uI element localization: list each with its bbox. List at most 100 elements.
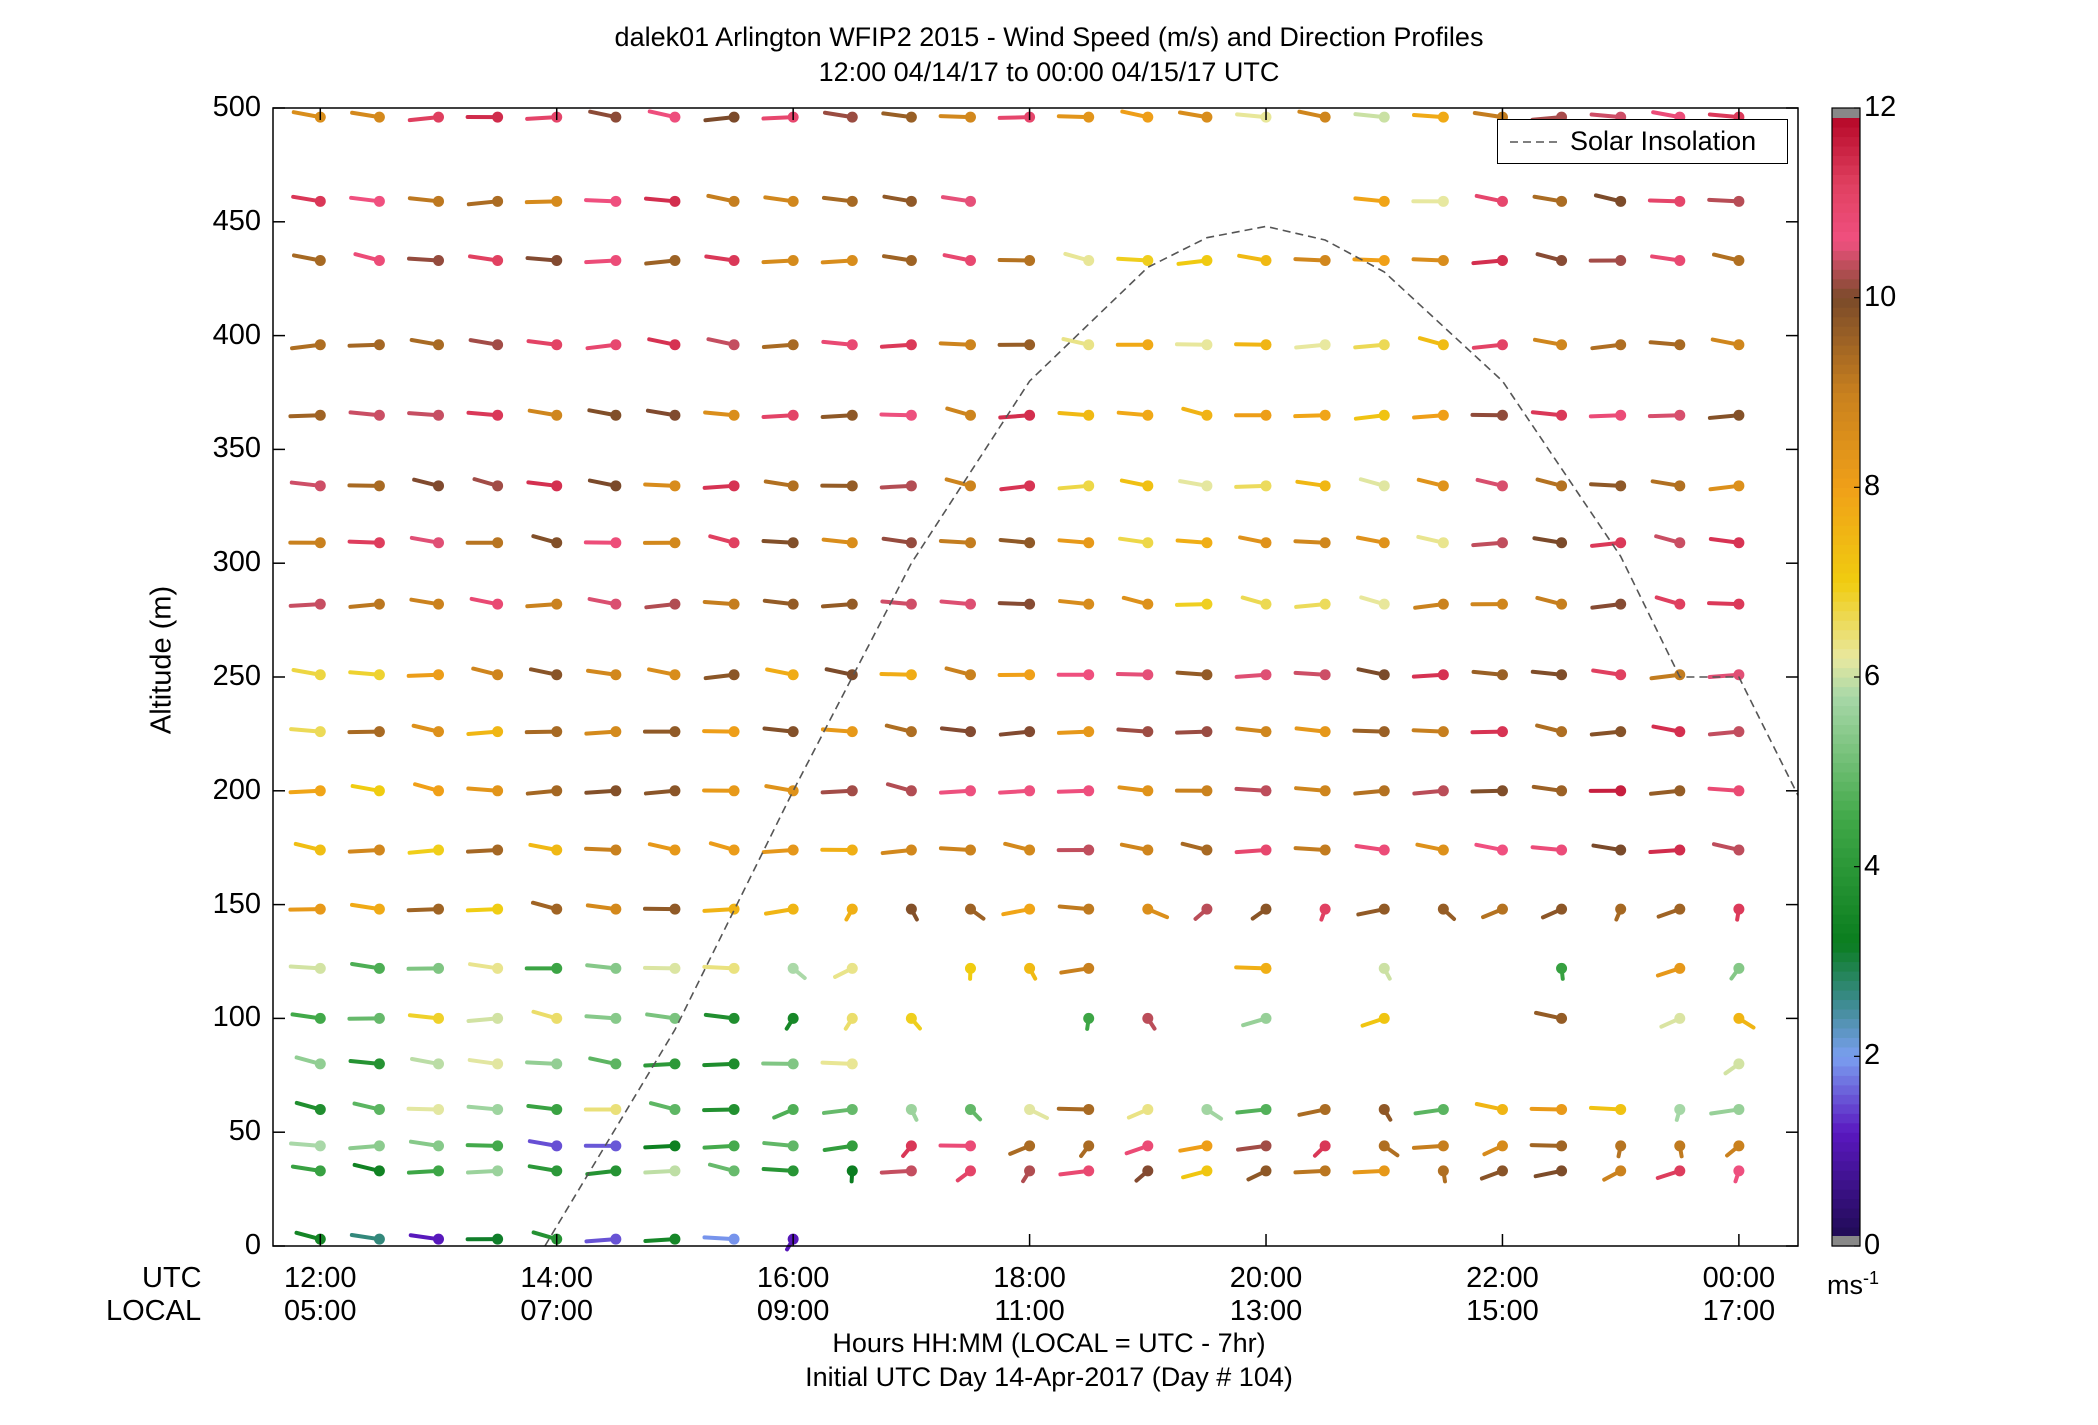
- wind-barb-dot: [1437, 480, 1449, 492]
- legend-label: Solar Insolation: [1570, 126, 1757, 156]
- wind-barb-dot: [1319, 409, 1331, 421]
- y-tick-label: 300: [212, 546, 261, 579]
- wind-barb-dot: [1674, 844, 1686, 856]
- wind-barb-dot: [964, 111, 976, 123]
- wind-barb-dot: [1437, 195, 1449, 207]
- wind-barb-dot: [1378, 1103, 1390, 1115]
- colorbar-segment: [1832, 1227, 1860, 1238]
- wind-barb-dot: [610, 785, 622, 797]
- wind-barb-dot: [1024, 962, 1036, 974]
- wind-barb-dot: [1556, 785, 1568, 797]
- wind-barb-dot: [728, 726, 740, 738]
- wind-barb-dot: [1319, 903, 1331, 915]
- wind-barb-dot: [905, 537, 917, 549]
- wind-barb-dot: [1674, 409, 1686, 421]
- wind-barb-dot: [669, 1012, 681, 1024]
- wind-barb-dot: [1378, 1012, 1390, 1024]
- wind-barb-dot: [1674, 903, 1686, 915]
- wind-barb-dot: [1024, 903, 1036, 915]
- colorbar-segment: [1832, 193, 1860, 204]
- wind-barb-dot: [1437, 1165, 1449, 1177]
- colorbar-segment: [1832, 506, 1860, 517]
- colorbar-segment: [1832, 126, 1860, 138]
- wind-barb-dot: [1142, 254, 1154, 266]
- wind-barb-dot: [1496, 726, 1508, 738]
- colorbar-segment: [1832, 487, 1860, 498]
- y-tick-label: 50: [228, 1115, 261, 1148]
- wind-barb-dot: [492, 195, 504, 207]
- wind-barb-dot: [610, 1058, 622, 1070]
- wind-barb-dot: [373, 598, 385, 610]
- wind-barb-dot: [1733, 726, 1745, 738]
- wind-barb-dot: [433, 962, 445, 974]
- wind-barb-dot: [1142, 409, 1154, 421]
- wind-barb-dot: [669, 339, 681, 351]
- wind-barb-dot: [1437, 903, 1449, 915]
- colorbar-segment: [1832, 354, 1860, 365]
- wind-barb-dot: [1024, 844, 1036, 856]
- wind-barb-dot: [1319, 669, 1331, 681]
- wind-barb-dot: [314, 1058, 326, 1070]
- colorbar-segment: [1832, 458, 1860, 469]
- wind-barb-dot: [1556, 844, 1568, 856]
- wind-barb-dot: [1674, 339, 1686, 351]
- wind-barb-dot: [846, 339, 858, 351]
- wind-barb-dot: [1615, 409, 1627, 421]
- utc-label: UTC: [142, 1262, 202, 1294]
- colorbar-segment: [1832, 439, 1860, 450]
- wind-barb-dot: [846, 1140, 858, 1152]
- wind-barb-dot: [905, 195, 917, 207]
- wind-barb-dot: [1556, 480, 1568, 492]
- wind-barb-dot: [610, 903, 622, 915]
- wind-barb-dot: [964, 962, 976, 974]
- wind-barb-dot: [551, 339, 563, 351]
- wind-barb-dot: [1437, 785, 1449, 797]
- wind-barb-dot: [373, 480, 385, 492]
- wind-barb-dot: [492, 726, 504, 738]
- wind-barb-dot: [728, 1058, 740, 1070]
- wind-barb-dot: [373, 962, 385, 974]
- wind-barb-dot: [1615, 1140, 1627, 1152]
- wind-barb-dot: [373, 111, 385, 123]
- colorbar-segment: [1832, 117, 1860, 128]
- wind-barb-dot: [1496, 195, 1508, 207]
- wind-barb-dot: [846, 1103, 858, 1115]
- wind-barb-dot: [492, 537, 504, 549]
- wind-barb-dot: [905, 1140, 917, 1152]
- wind-barb-dot: [1024, 1165, 1036, 1177]
- wind-barb-dot: [551, 1012, 563, 1024]
- wind-barb-dot: [1024, 785, 1036, 797]
- wind-barb-dot: [433, 1103, 445, 1115]
- colorbar-segment: [1832, 136, 1860, 147]
- wind-barb-dot: [1615, 537, 1627, 549]
- wind-barb-dot: [1733, 195, 1745, 207]
- wind-barb-dot: [905, 726, 917, 738]
- wind-barb-dot: [1319, 254, 1331, 266]
- wind-barb-dot: [1496, 1140, 1508, 1152]
- wind-barb-dot: [1319, 1165, 1331, 1177]
- wind-barb-dot: [1733, 409, 1745, 421]
- colorbar-segment: [1832, 1208, 1860, 1219]
- wind-barb-dot: [905, 111, 917, 123]
- wind-barb-dot: [1142, 537, 1154, 549]
- wind-barb-dot: [1556, 1103, 1568, 1115]
- wind-barb-dot: [669, 537, 681, 549]
- colorbar-segment: [1832, 572, 1860, 583]
- colorbar-segment: [1832, 752, 1860, 763]
- wind-barb-dot: [1083, 1165, 1095, 1177]
- colorbar-segment: [1832, 392, 1860, 403]
- colorbar-segment: [1832, 553, 1860, 564]
- wind-barb-dot: [373, 785, 385, 797]
- wind-barb-dot: [728, 844, 740, 856]
- wind-barb-dot: [669, 1103, 681, 1115]
- colorbar-segment: [1832, 601, 1860, 612]
- wind-barb-dot: [610, 111, 622, 123]
- colorbar-segment: [1832, 790, 1860, 801]
- wind-barb-dot: [551, 669, 563, 681]
- wind-barb-dot: [1201, 903, 1213, 915]
- local-tick-label: 17:00: [1702, 1295, 1776, 1327]
- colorbar-segment: [1832, 1160, 1860, 1171]
- wind-barb-dot: [669, 1140, 681, 1152]
- colorbar-segment: [1832, 496, 1860, 507]
- wind-barb-dot: [433, 785, 445, 797]
